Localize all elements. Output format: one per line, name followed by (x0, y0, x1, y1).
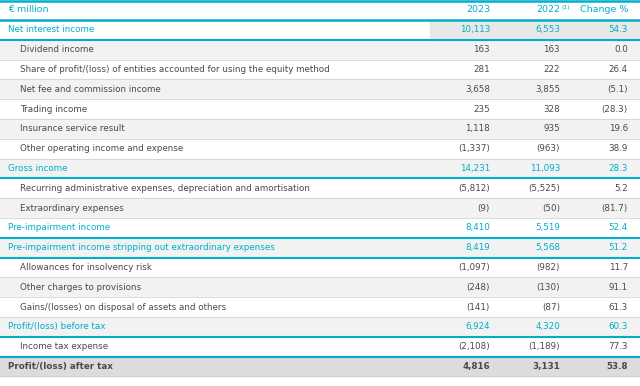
Text: 51.2: 51.2 (609, 243, 628, 252)
Text: (50): (50) (542, 203, 560, 213)
Text: 38.9: 38.9 (609, 144, 628, 153)
Bar (0, 278, 640, 297)
Text: Gross income: Gross income (8, 164, 67, 173)
Bar (0, 59, 640, 80)
Text: Income tax expense: Income tax expense (20, 342, 108, 351)
Text: 4,816: 4,816 (462, 362, 490, 371)
Text: 5,519: 5,519 (535, 223, 560, 232)
Text: (9): (9) (477, 203, 490, 213)
Text: 6,553: 6,553 (535, 25, 560, 34)
Text: Insurance service result: Insurance service result (20, 124, 125, 134)
Text: 935: 935 (543, 124, 560, 134)
Text: Share of profit/(loss) of entities accounted for using the equity method: Share of profit/(loss) of entities accou… (20, 65, 330, 74)
Bar (430, 20, 640, 40)
Bar (0, 119, 640, 139)
Text: 0.0: 0.0 (614, 45, 628, 54)
Text: Trading income: Trading income (20, 105, 87, 113)
Text: (963): (963) (536, 144, 560, 153)
Text: 28.3: 28.3 (609, 164, 628, 173)
Bar (0, 178, 640, 198)
Text: 8,419: 8,419 (465, 243, 490, 252)
Bar (0, 337, 640, 357)
Text: 60.3: 60.3 (609, 322, 628, 332)
Bar (0, 297, 640, 317)
Text: (982): (982) (536, 263, 560, 272)
Text: 235: 235 (473, 105, 490, 113)
Text: (87): (87) (542, 303, 560, 312)
Text: Profit/(loss) before tax: Profit/(loss) before tax (8, 322, 106, 332)
Text: Extraordinary expenses: Extraordinary expenses (20, 203, 124, 213)
Text: Allowances for insolvency risk: Allowances for insolvency risk (20, 263, 152, 272)
Text: 77.3: 77.3 (609, 342, 628, 351)
Text: (1): (1) (561, 5, 570, 10)
Text: (141): (141) (467, 303, 490, 312)
Text: 54.3: 54.3 (609, 25, 628, 34)
Text: 281: 281 (474, 65, 490, 74)
Text: 222: 222 (543, 65, 560, 74)
Text: 8,410: 8,410 (465, 223, 490, 232)
Bar (0, 80, 640, 99)
Text: 1,118: 1,118 (465, 124, 490, 134)
Text: 11,093: 11,093 (530, 164, 560, 173)
Bar (0, 139, 640, 159)
Text: 2022: 2022 (536, 5, 560, 15)
Bar (0, 238, 640, 257)
Bar (0, 198, 640, 218)
Text: Recurring administrative expenses, depreciation and amortisation: Recurring administrative expenses, depre… (20, 184, 310, 193)
Bar (0, 159, 640, 178)
Text: 3,658: 3,658 (465, 85, 490, 94)
Text: 5,568: 5,568 (535, 243, 560, 252)
Bar (0, 0, 640, 20)
Bar (0, 218, 640, 238)
Text: Other operating income and expense: Other operating income and expense (20, 144, 183, 153)
Text: (248): (248) (467, 283, 490, 292)
Text: 2023: 2023 (466, 5, 490, 15)
Text: 11.7: 11.7 (609, 263, 628, 272)
Text: (5,525): (5,525) (528, 184, 560, 193)
Text: Dividend income: Dividend income (20, 45, 93, 54)
Text: 163: 163 (474, 45, 490, 54)
Text: Pre-impairment income stripping out extraordinary expenses: Pre-impairment income stripping out extr… (8, 243, 275, 252)
Text: Net interest income: Net interest income (8, 25, 94, 34)
Bar (0, 20, 640, 40)
Text: 26.4: 26.4 (609, 65, 628, 74)
Bar (0, 357, 640, 376)
Text: 5.2: 5.2 (614, 184, 628, 193)
Text: 6,924: 6,924 (465, 322, 490, 332)
Text: 10,113: 10,113 (460, 25, 490, 34)
Text: 61.3: 61.3 (609, 303, 628, 312)
Text: (5.1): (5.1) (607, 85, 628, 94)
Text: 14,231: 14,231 (460, 164, 490, 173)
Text: 3,855: 3,855 (535, 85, 560, 94)
Bar (0, 317, 640, 337)
Text: Other charges to provisions: Other charges to provisions (20, 283, 141, 292)
Text: (130): (130) (536, 283, 560, 292)
Text: Gains/(losses) on disposal of assets and others: Gains/(losses) on disposal of assets and… (20, 303, 226, 312)
Text: (1,189): (1,189) (529, 342, 560, 351)
Text: 3,131: 3,131 (532, 362, 560, 371)
Text: (2,108): (2,108) (458, 342, 490, 351)
Text: 4,320: 4,320 (535, 322, 560, 332)
Text: (5,812): (5,812) (458, 184, 490, 193)
Text: Change %: Change % (580, 5, 628, 15)
Text: 328: 328 (543, 105, 560, 113)
Text: 19.6: 19.6 (609, 124, 628, 134)
Text: 53.8: 53.8 (607, 362, 628, 371)
Text: (28.3): (28.3) (602, 105, 628, 113)
Text: Profit/(loss) after tax: Profit/(loss) after tax (8, 362, 113, 371)
Bar (0, 257, 640, 278)
Bar (0, 40, 640, 59)
Text: 91.1: 91.1 (609, 283, 628, 292)
Text: (81.7): (81.7) (602, 203, 628, 213)
Text: (1,097): (1,097) (458, 263, 490, 272)
Text: 163: 163 (543, 45, 560, 54)
Text: € million: € million (8, 5, 49, 15)
Bar (0, 99, 640, 119)
Text: 52.4: 52.4 (609, 223, 628, 232)
Text: Net fee and commission income: Net fee and commission income (20, 85, 161, 94)
Text: (1,337): (1,337) (458, 144, 490, 153)
Text: Pre-impairment income: Pre-impairment income (8, 223, 110, 232)
